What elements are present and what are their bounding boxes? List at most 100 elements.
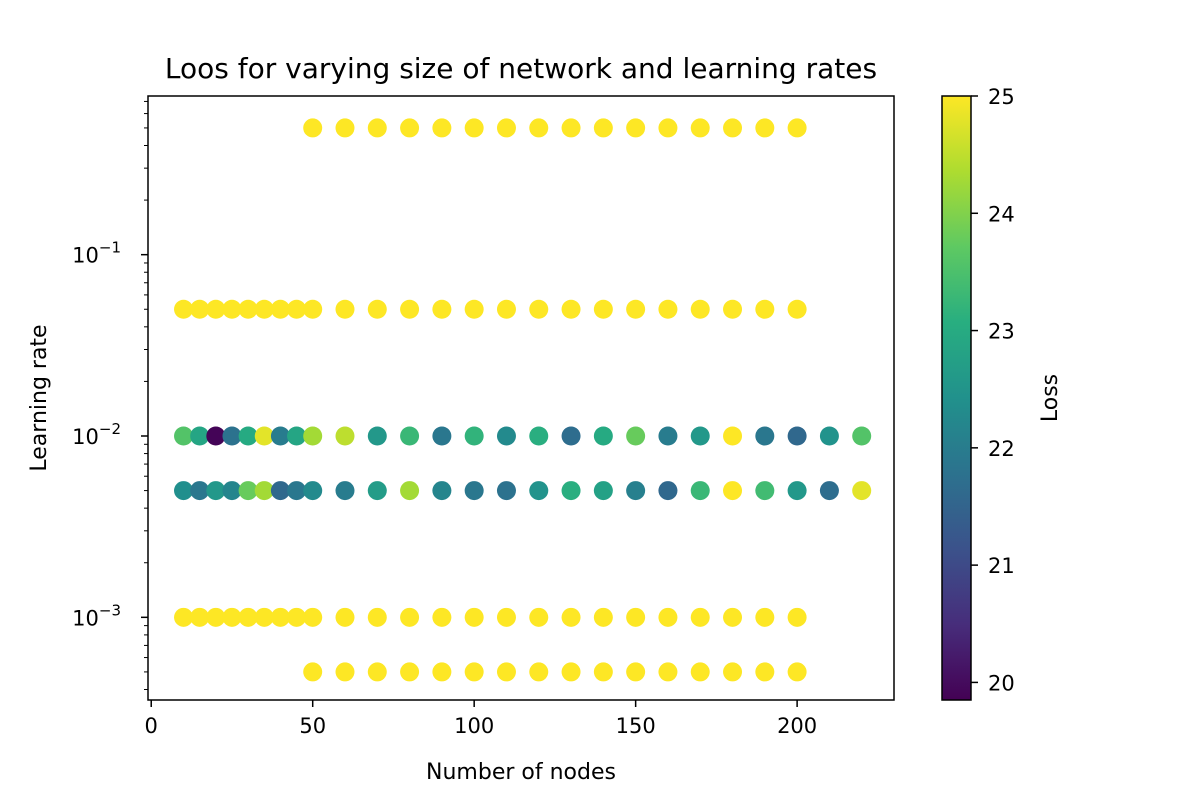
data-point [529, 662, 549, 682]
data-point [238, 607, 258, 627]
data-point [400, 662, 420, 682]
data-point [690, 426, 710, 446]
data-point [400, 118, 420, 138]
data-point [270, 607, 290, 627]
data-point [206, 299, 226, 319]
data-point [626, 299, 646, 319]
data-point [658, 481, 678, 501]
x-tick-label: 150 [616, 714, 656, 738]
data-point [303, 299, 323, 319]
data-point [222, 426, 242, 446]
data-point [367, 426, 387, 446]
data-point [270, 426, 290, 446]
data-point [723, 118, 743, 138]
data-point [723, 607, 743, 627]
data-point [303, 607, 323, 627]
data-point [432, 426, 452, 446]
data-point [464, 607, 484, 627]
data-point [593, 426, 613, 446]
data-point [287, 481, 307, 501]
colorbar [942, 96, 971, 700]
data-point [270, 481, 290, 501]
y-tick-label: 10−2 [72, 420, 121, 449]
data-point [787, 607, 807, 627]
data-point [303, 662, 323, 682]
x-tick-label: 0 [145, 714, 158, 738]
data-point [690, 481, 710, 501]
data-point [593, 118, 613, 138]
x-tick-label: 200 [777, 714, 817, 738]
data-point [190, 299, 210, 319]
data-point [400, 607, 420, 627]
data-point [626, 481, 646, 501]
data-point [254, 426, 274, 446]
data-point [593, 481, 613, 501]
data-point [174, 426, 194, 446]
data-point [206, 426, 226, 446]
data-point [561, 607, 581, 627]
data-point [464, 426, 484, 446]
colorbar-tick-label: 23 [988, 320, 1015, 344]
data-point [222, 481, 242, 501]
data-point [755, 662, 775, 682]
data-point [206, 607, 226, 627]
points-layer [174, 118, 872, 682]
data-point [529, 118, 549, 138]
data-point [174, 607, 194, 627]
data-point [432, 607, 452, 627]
data-point [852, 481, 872, 501]
colorbar-tick-label: 21 [988, 554, 1015, 578]
data-point [852, 426, 872, 446]
data-point [335, 607, 355, 627]
colorbar-frame [941, 95, 972, 701]
chart-title: Loos for varying size of network and lea… [165, 52, 877, 85]
colorbar-tick-label: 20 [988, 671, 1015, 695]
data-point [755, 607, 775, 627]
data-point [254, 299, 274, 319]
data-point [658, 299, 678, 319]
data-point [658, 662, 678, 682]
y-tick-label: 10−3 [72, 601, 121, 630]
data-point [658, 607, 678, 627]
data-point [222, 299, 242, 319]
data-point [367, 662, 387, 682]
data-point [690, 299, 710, 319]
data-point [222, 607, 242, 627]
data-point [593, 662, 613, 682]
data-point [787, 118, 807, 138]
colorbar-label: Loss [1038, 374, 1063, 422]
data-point [755, 299, 775, 319]
data-point [367, 481, 387, 501]
data-point [561, 118, 581, 138]
data-point [496, 426, 516, 446]
data-point [190, 481, 210, 501]
data-point [287, 607, 307, 627]
data-point [593, 607, 613, 627]
data-point [190, 607, 210, 627]
data-point [303, 118, 323, 138]
data-point [593, 299, 613, 319]
data-point [190, 426, 210, 446]
data-point [238, 481, 258, 501]
data-point [464, 118, 484, 138]
colorbar-ticks: 20 21 22 23 24 25 [971, 85, 1015, 695]
data-point [690, 662, 710, 682]
data-point [238, 299, 258, 319]
data-point [561, 662, 581, 682]
data-point [626, 662, 646, 682]
plot-frame [147, 95, 895, 701]
data-point [400, 299, 420, 319]
data-point [464, 662, 484, 682]
data-point [432, 481, 452, 501]
data-point [174, 299, 194, 319]
x-tick-label: 50 [299, 714, 326, 738]
data-point [335, 299, 355, 319]
data-point [238, 426, 258, 446]
data-point [626, 118, 646, 138]
data-point [755, 481, 775, 501]
data-point [432, 662, 452, 682]
data-point [432, 118, 452, 138]
data-point [658, 118, 678, 138]
data-point [658, 426, 678, 446]
